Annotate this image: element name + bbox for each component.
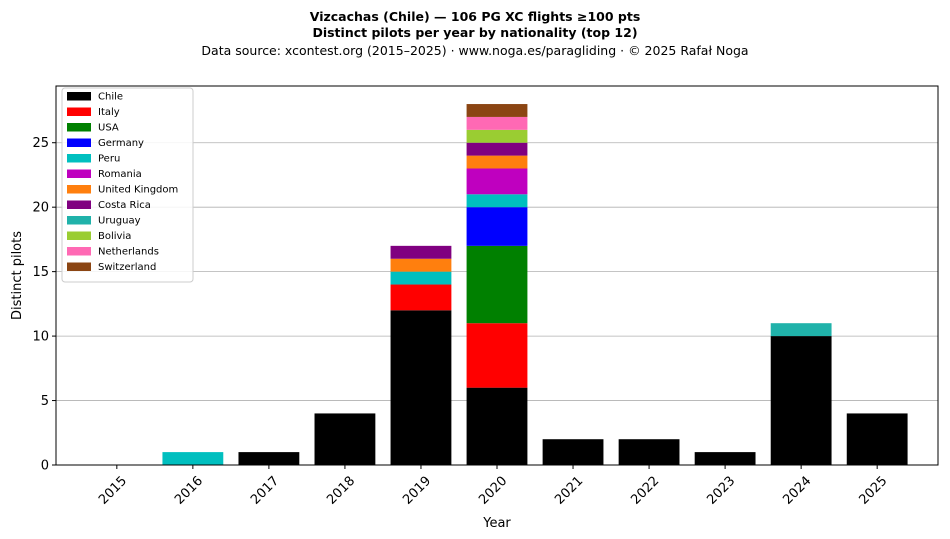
legend-swatch <box>67 169 91 178</box>
bar-segment-usa-2020 <box>466 245 528 324</box>
bar-segment-chile-2023 <box>694 452 756 465</box>
x-tick-label: 2019 <box>400 474 434 508</box>
x-tick-label: 2020 <box>476 474 510 508</box>
legend-label: Bolivia <box>98 231 131 242</box>
y-tick-label: 10 <box>32 330 49 345</box>
bar-segment-peru-2019 <box>390 271 452 285</box>
bar-segment-chile-2021 <box>542 439 604 465</box>
legend-label: Switzerland <box>98 262 156 273</box>
legend-label: Romania <box>98 169 142 180</box>
x-tick-label: 2018 <box>324 474 358 508</box>
legend-swatch <box>67 123 91 132</box>
x-tick-label: 2024 <box>780 474 814 508</box>
legend-label: Netherlands <box>98 247 159 258</box>
bar-segment-chile-2025 <box>846 413 908 465</box>
y-tick-label: 0 <box>41 459 49 474</box>
bar-segment-italy-2019 <box>390 284 452 311</box>
legend-swatch <box>67 92 91 101</box>
x-tick-label: 2025 <box>856 474 890 508</box>
bar-segment-united-kingdom-2020 <box>466 155 528 169</box>
bar-segment-uruguay-2024 <box>770 323 832 337</box>
x-tick-label: 2017 <box>248 474 282 508</box>
bar-segment-costa-rica-2019 <box>390 245 452 259</box>
legend-swatch <box>67 200 91 209</box>
legend-swatch <box>67 247 91 256</box>
bar-segment-chile-2024 <box>770 336 832 465</box>
bar-segment-united-kingdom-2019 <box>390 258 452 272</box>
legend-label: United Kingdom <box>98 185 178 196</box>
bar-segment-chile-2022 <box>618 439 680 465</box>
bar-segment-germany-2020 <box>466 207 528 246</box>
bar-segment-switzerland-2020 <box>466 104 528 117</box>
bar-segment-bolivia-2020 <box>466 129 528 143</box>
x-axis-label: Year <box>482 516 511 531</box>
bar-segment-peru-2020 <box>466 194 528 208</box>
bar-segment-chile-2020 <box>466 387 528 465</box>
legend-label: Chile <box>98 92 123 103</box>
legend-box <box>61 87 194 283</box>
legend-swatch <box>67 231 91 240</box>
legend-label: Costa Rica <box>98 200 151 211</box>
bar-segment-romania-2020 <box>466 168 528 195</box>
y-tick-label: 25 <box>32 136 49 151</box>
bar-segment-chile-2017 <box>238 452 300 465</box>
legend-label: Germany <box>98 138 144 149</box>
x-tick-label: 2016 <box>172 474 206 508</box>
bar-segment-chile-2019 <box>390 310 452 465</box>
legend-swatch <box>67 107 91 116</box>
legend-label: Peru <box>98 154 120 165</box>
chart-source: Data source: xcontest.org (2015–2025) · … <box>201 43 749 58</box>
chart-title: Vizcachas (Chile) — 106 PG XC flights ≥1… <box>309 9 641 24</box>
x-tick-label: 2021 <box>552 474 586 508</box>
bar-segment-peru-2016 <box>162 452 224 465</box>
bar-segment-netherlands-2020 <box>466 116 528 130</box>
bar-segment-costa-rica-2020 <box>466 142 528 156</box>
legend-swatch <box>67 216 91 225</box>
x-tick-label: 2015 <box>96 474 130 508</box>
y-axis-label: Distinct pilots <box>10 231 25 320</box>
legend-label: Uruguay <box>98 216 141 227</box>
legend-label: Italy <box>98 107 120 118</box>
legend-swatch <box>67 185 91 194</box>
y-tick-label: 15 <box>32 265 49 280</box>
bar-segment-italy-2020 <box>466 323 528 388</box>
legend-swatch <box>67 138 91 147</box>
y-tick-label: 5 <box>41 394 49 409</box>
legend-swatch <box>67 154 91 163</box>
x-tick-label: 2023 <box>704 474 738 508</box>
legend-label: USA <box>98 123 119 134</box>
y-tick-label: 20 <box>32 201 49 216</box>
bar-segment-chile-2018 <box>314 413 376 465</box>
x-tick-label: 2022 <box>628 474 662 508</box>
legend-swatch <box>67 262 91 271</box>
chart-subtitle: Distinct pilots per year by nationality … <box>312 25 638 40</box>
